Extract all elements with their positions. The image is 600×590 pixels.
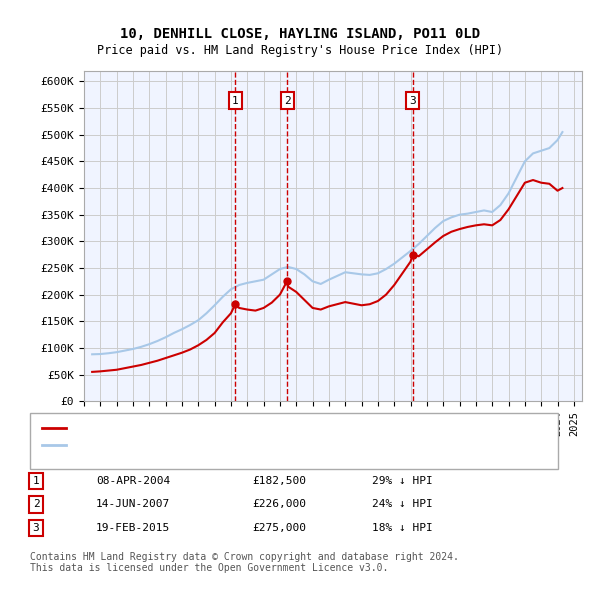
Text: 19-FEB-2015: 19-FEB-2015 xyxy=(96,523,170,533)
Text: 24% ↓ HPI: 24% ↓ HPI xyxy=(372,500,433,509)
Text: 14-JUN-2007: 14-JUN-2007 xyxy=(96,500,170,509)
Text: 08-APR-2004: 08-APR-2004 xyxy=(96,476,170,486)
Text: Contains HM Land Registry data © Crown copyright and database right 2024.
This d: Contains HM Land Registry data © Crown c… xyxy=(30,552,459,573)
Text: 29% ↓ HPI: 29% ↓ HPI xyxy=(372,476,433,486)
Text: £182,500: £182,500 xyxy=(252,476,306,486)
Text: 2: 2 xyxy=(32,500,40,509)
Text: £226,000: £226,000 xyxy=(252,500,306,509)
Text: 3: 3 xyxy=(32,523,40,533)
Text: 3: 3 xyxy=(409,96,416,106)
Text: 10, DENHILL CLOSE, HAYLING ISLAND, PO11 0LD: 10, DENHILL CLOSE, HAYLING ISLAND, PO11 … xyxy=(120,27,480,41)
Text: 1: 1 xyxy=(32,476,40,486)
Text: £275,000: £275,000 xyxy=(252,523,306,533)
Text: 2: 2 xyxy=(284,96,290,106)
Text: 10, DENHILL CLOSE, HAYLING ISLAND, PO11 0LD (detached house): 10, DENHILL CLOSE, HAYLING ISLAND, PO11 … xyxy=(75,423,450,432)
Text: 18% ↓ HPI: 18% ↓ HPI xyxy=(372,523,433,533)
Text: Price paid vs. HM Land Registry's House Price Index (HPI): Price paid vs. HM Land Registry's House … xyxy=(97,44,503,57)
Text: 1: 1 xyxy=(232,96,239,106)
Text: HPI: Average price, detached house, Havant: HPI: Average price, detached house, Hava… xyxy=(75,441,337,450)
